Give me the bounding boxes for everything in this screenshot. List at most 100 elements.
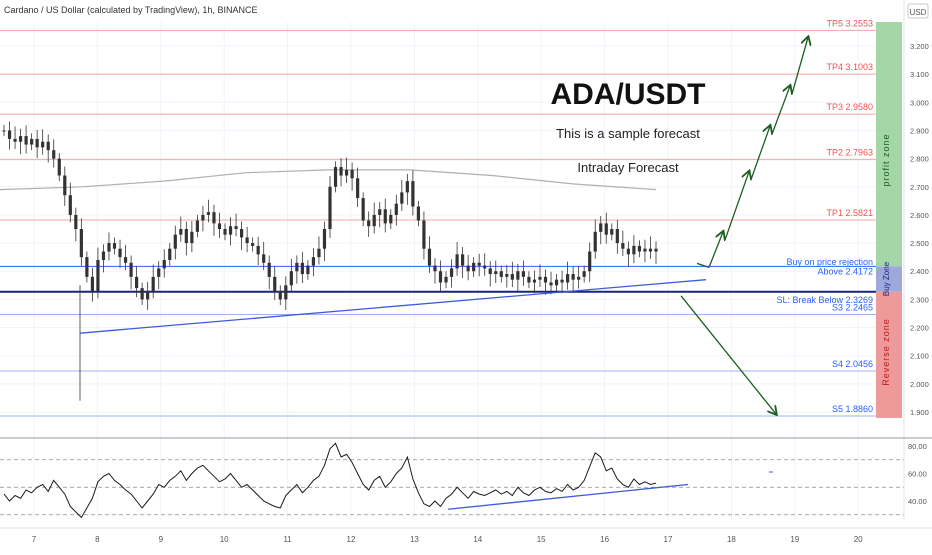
candle-body — [41, 141, 45, 148]
candle-body — [295, 262, 299, 272]
candle-body — [234, 226, 238, 229]
candles — [2, 121, 658, 401]
candle-body — [599, 223, 603, 232]
candle-body — [212, 212, 216, 224]
candle-body — [344, 169, 349, 176]
overlay-title: ADA/USDT — [551, 78, 706, 111]
candle-body — [162, 259, 166, 269]
forecast-segment — [708, 232, 723, 268]
candle-body — [333, 167, 338, 187]
candle-body — [554, 279, 559, 286]
candle-body — [284, 285, 288, 300]
candle-body — [438, 271, 443, 283]
candle-body — [654, 248, 658, 252]
candle-body — [107, 243, 111, 252]
candle-body — [239, 229, 244, 238]
candle-body — [394, 203, 398, 215]
price-tick-label: 2.100 — [910, 352, 929, 361]
candle-body — [311, 257, 316, 266]
forecast-segment — [724, 172, 749, 241]
candle-body — [621, 243, 625, 249]
candle-body — [184, 229, 188, 244]
candle-body — [593, 231, 597, 252]
level-label: TP5 3.2553 — [826, 18, 873, 28]
candle-body — [433, 265, 437, 272]
candle-body — [472, 262, 476, 272]
candle-body — [610, 229, 614, 235]
price-tick-label: 2.200 — [910, 324, 929, 333]
price-axis-ticks: 3.200 3.100 3.000 2.900 2.800 2.700 2.600 2.500… — [910, 42, 929, 417]
candle-body — [372, 214, 376, 227]
candle-body — [228, 226, 233, 235]
level-label: S4 2.0456 — [832, 359, 873, 369]
rsi-tick-label: 60.00 — [908, 470, 927, 479]
candle-body — [516, 271, 520, 280]
time-tick-label: 8 — [95, 535, 100, 544]
candle-body — [626, 248, 630, 255]
price-tick-label: 2.000 — [910, 380, 929, 389]
forecast-segment — [771, 86, 790, 135]
candle-body — [206, 212, 211, 215]
profit-zone-bar — [876, 22, 902, 267]
candle-body — [140, 288, 144, 300]
currency-box[interactable] — [907, 3, 929, 19]
rsi-guides — [0, 459, 904, 516]
candle-body — [151, 276, 155, 291]
candle-body — [273, 276, 277, 291]
time-tick-label: 14 — [473, 535, 482, 544]
candle-body — [57, 158, 61, 176]
rsi-trendline[interactable] — [447, 483, 689, 510]
candle-body — [637, 245, 642, 252]
candle-body — [68, 195, 72, 215]
buy-zone-label: Buy Zone — [882, 261, 891, 296]
candle-body — [262, 254, 266, 263]
time-axis-ticks: 7 8 9 10 11 12 13 14 15 16 17 18 19 20 — [32, 535, 863, 544]
time-tick-label: 9 — [159, 535, 164, 544]
support-trendline[interactable] — [79, 279, 707, 334]
price-tick-label: 1.900 — [910, 408, 929, 417]
reverse-zone-bar — [876, 291, 902, 418]
candle-body — [582, 271, 586, 277]
candle-body — [604, 223, 608, 235]
forecast-segment — [791, 37, 808, 95]
candle-body — [411, 181, 415, 207]
candle-body — [52, 150, 56, 159]
candle-body — [400, 192, 404, 204]
candle-body — [560, 279, 564, 283]
candle-body — [350, 169, 354, 179]
candle-body — [267, 262, 271, 277]
candle-body — [449, 268, 454, 277]
reverse-zone-label: Reverse zone — [881, 318, 891, 386]
candle-body — [317, 248, 321, 258]
candle-body — [129, 262, 133, 277]
candle-body — [477, 262, 481, 266]
rsi-axis-ticks: 80.00 60.00 40.00 — [908, 442, 927, 506]
candle-body — [378, 209, 382, 215]
moving-average-line — [0, 169, 657, 191]
candle-body — [173, 234, 177, 249]
profit-zone-label: profit zone — [881, 133, 891, 186]
candle-body — [461, 254, 465, 266]
forecast-path[interactable] — [680, 37, 808, 414]
candle-body — [90, 276, 95, 291]
level-label: S3 2.2465 — [832, 302, 873, 312]
time-tick-label: 18 — [727, 535, 736, 544]
candle-body — [13, 138, 17, 142]
candle-body — [367, 220, 371, 227]
candle-body — [571, 274, 575, 280]
candle-body — [427, 248, 432, 266]
time-tick-label: 11 — [283, 535, 292, 544]
candle-body — [195, 220, 199, 232]
candle-body — [588, 251, 592, 272]
candle-body — [322, 229, 327, 249]
symbol-title: Cardano / US Dollar (calculated by Tradi… — [4, 5, 257, 15]
level-lines — [0, 29, 876, 417]
candle-body — [361, 198, 365, 221]
time-tick-label: 15 — [537, 535, 546, 544]
candle-body — [389, 214, 393, 224]
currency-label: USD — [910, 8, 927, 17]
price-tick-label: 2.900 — [910, 126, 929, 135]
candle-body — [488, 268, 492, 275]
buy-rejection-note: Buy on price rejection — [786, 257, 873, 267]
